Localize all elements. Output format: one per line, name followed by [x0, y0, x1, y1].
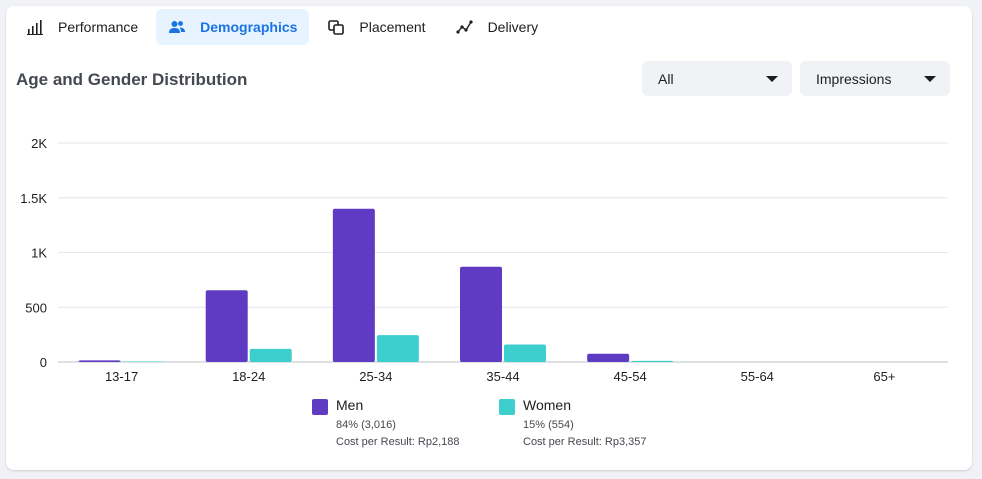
legend-share: 84% (3,016) — [336, 419, 396, 431]
legend-share: 15% (554) — [523, 419, 574, 431]
y-tick-label: 1K — [31, 246, 47, 261]
bar-chart-icon — [27, 20, 43, 35]
x-tick-label: 13-17 — [105, 369, 138, 384]
bar-men — [332, 208, 375, 362]
x-tick-label: 25-34 — [359, 369, 392, 384]
placement-icon — [328, 20, 345, 35]
legend-cost: Cost per Result: Rp2,188 — [336, 436, 460, 448]
x-tick-label: 18-24 — [232, 369, 265, 384]
x-tick-label: 55-64 — [741, 369, 774, 384]
bar-men — [205, 290, 248, 362]
breakdown-select-value: All — [658, 70, 674, 87]
y-tick-label: 2K — [31, 136, 47, 151]
legend-swatch-men — [312, 399, 328, 415]
y-tick-label: 1.5K — [20, 191, 47, 206]
bar-women — [504, 344, 546, 362]
tab-demographics[interactable]: Demographics — [156, 9, 310, 45]
tab-label: Performance — [58, 19, 139, 35]
caret-down-icon — [766, 76, 778, 82]
x-tick-label: 45-54 — [614, 369, 647, 384]
metric-select-value: Impressions — [816, 70, 892, 87]
bar-women — [376, 335, 419, 362]
bar-women — [631, 360, 674, 362]
caret-down-icon — [924, 76, 936, 82]
bar-men — [78, 360, 121, 362]
y-tick-label: 0 — [40, 355, 47, 370]
legend-label: Women — [523, 397, 571, 413]
legend-swatch-women — [499, 399, 515, 415]
x-tick-label: 65+ — [873, 369, 895, 384]
bar-men — [587, 353, 630, 362]
people-icon — [169, 21, 186, 33]
chart-title: Age and Gender Distribution — [16, 70, 248, 89]
metric-select[interactable]: Impressions — [800, 61, 950, 96]
tab-delivery[interactable]: Delivery — [444, 9, 551, 45]
tab-label: Demographics — [200, 19, 298, 35]
tab-bar: Performance Demographics Placement Deliv… — [14, 9, 550, 45]
tab-placement[interactable]: Placement — [315, 9, 437, 45]
tab-label: Placement — [359, 19, 426, 35]
tab-label: Delivery — [487, 19, 539, 35]
x-tick-label: 35-44 — [486, 369, 519, 384]
legend-cost: Cost per Result: Rp3,357 — [523, 436, 647, 448]
bar-women — [122, 361, 165, 362]
bar-women — [249, 348, 292, 362]
bar-men — [460, 266, 502, 362]
legend-label: Men — [336, 397, 364, 413]
delivery-icon — [455, 20, 473, 34]
tab-performance[interactable]: Performance — [14, 9, 150, 45]
breakdown-select[interactable]: All — [642, 61, 792, 96]
y-tick-label: 500 — [25, 300, 47, 315]
